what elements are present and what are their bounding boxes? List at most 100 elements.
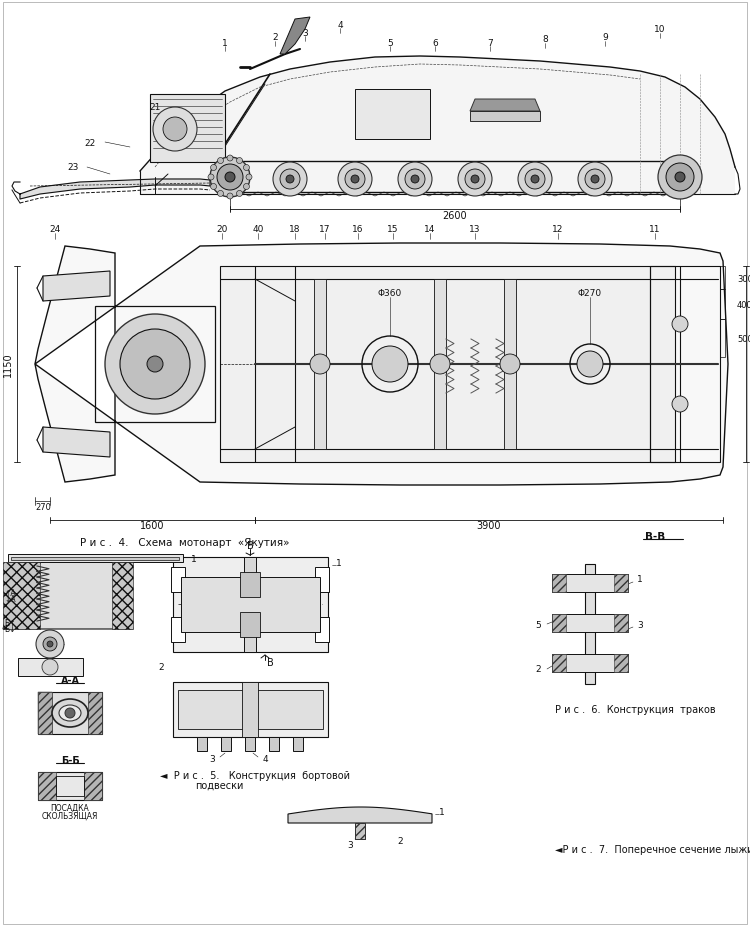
Bar [84,772,102,800]
Text: 24: 24 [50,225,61,235]
Bar [552,575,566,592]
Text: ПОСАДКА: ПОСАДКА [51,803,89,812]
Bar [552,615,628,632]
Bar [88,692,102,734]
Circle shape [236,159,242,164]
Text: 1150: 1150 [3,352,13,377]
Bar [38,692,52,734]
Polygon shape [288,807,432,823]
Polygon shape [20,180,210,200]
Text: 4: 4 [191,608,196,616]
Text: 1: 1 [191,554,196,563]
Text: 1: 1 [439,807,445,817]
Bar [150,95,225,163]
Text: 4: 4 [262,755,268,764]
Circle shape [65,708,75,718]
Text: 13: 13 [470,225,481,235]
Text: 16: 16 [352,225,364,235]
Circle shape [227,156,233,162]
Circle shape [211,165,217,171]
Bar [3,563,40,629]
Text: ◄  Р и с .  5.   Конструкция  бортовой: ◄ Р и с . 5. Конструкция бортовой [160,770,350,781]
Bar [244,557,256,653]
Circle shape [280,170,300,190]
Circle shape [591,176,599,184]
Text: B: B [266,657,273,667]
Circle shape [398,163,432,197]
Circle shape [458,163,492,197]
Polygon shape [35,244,728,486]
Text: 22: 22 [85,138,96,147]
Bar [269,737,279,751]
Bar [470,112,540,121]
Circle shape [345,170,365,190]
Bar [220,267,675,463]
Text: 12: 12 [552,225,564,235]
Circle shape [227,194,233,200]
Text: Б↓: Б↓ [4,624,16,633]
Text: В-В: В-В [645,531,665,541]
Text: 1: 1 [336,558,342,567]
Bar [173,682,328,737]
Circle shape [236,191,242,197]
Text: 3900: 3900 [477,520,501,530]
Text: 9: 9 [602,33,608,43]
Bar [585,565,595,684]
Circle shape [405,170,425,190]
Text: СКОЛЬЗЯЩАЯ: СКОЛЬЗЯЩАЯ [42,810,98,819]
Text: 270: 270 [35,503,51,512]
Text: Φ270: Φ270 [578,289,602,298]
Circle shape [244,165,250,171]
Circle shape [577,351,603,377]
Bar [293,737,303,751]
Text: А-А: А-А [61,675,80,685]
Text: Б↑: Б↑ [4,617,16,627]
Text: 6: 6 [432,38,438,47]
Circle shape [338,163,372,197]
Circle shape [286,176,294,184]
Circle shape [147,357,163,373]
Circle shape [246,175,252,181]
Text: 20: 20 [216,225,228,235]
Circle shape [500,355,520,375]
Text: 1: 1 [637,575,643,584]
Polygon shape [3,563,133,629]
Text: подвески: подвески [195,781,243,790]
Text: ↑A: ↑A [4,588,16,597]
Polygon shape [140,57,735,195]
Text: 2: 2 [536,665,541,674]
Circle shape [430,355,450,375]
Ellipse shape [59,705,81,721]
Text: 5: 5 [535,620,541,629]
Bar [171,567,185,592]
Circle shape [210,158,250,197]
Text: 21: 21 [149,104,160,112]
Circle shape [672,317,688,333]
Circle shape [675,172,685,183]
Text: Р и с .  4.   Схема  мотонарт  «Якутия»: Р и с . 4. Схема мотонарт «Якутия» [80,538,290,548]
Bar [240,572,260,597]
Circle shape [163,118,187,142]
Bar [242,682,258,737]
Polygon shape [43,272,110,301]
Circle shape [105,314,205,414]
Bar [434,280,446,450]
Bar [197,737,207,751]
Circle shape [518,163,552,197]
Circle shape [531,176,539,184]
Bar [504,280,516,450]
Text: 3: 3 [191,591,196,601]
Bar [38,772,56,800]
Ellipse shape [52,699,88,727]
Circle shape [666,164,694,192]
Text: B: B [247,540,254,551]
Text: 2: 2 [398,836,403,845]
Text: 3: 3 [209,755,215,764]
Text: 3: 3 [347,841,352,849]
Text: Φ360: Φ360 [378,289,402,298]
Bar [112,563,133,629]
Bar [355,90,430,140]
Polygon shape [38,692,52,734]
Polygon shape [470,100,540,112]
Bar [552,615,566,632]
